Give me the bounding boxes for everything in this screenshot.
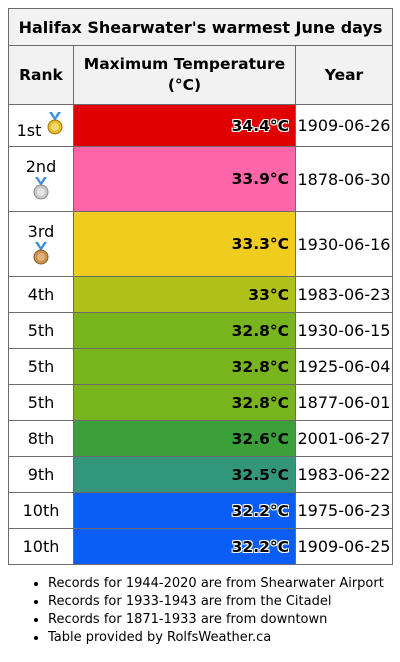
table-row: 9th 32.5°C 1983-06-22	[8, 456, 393, 493]
date-cell: 1983-06-22	[295, 456, 393, 493]
temperature-value: 32.2°C	[231, 501, 289, 520]
temperature-value: 32.2°C	[231, 537, 289, 556]
rank-cell: 9th	[8, 456, 74, 493]
gold-medal-icon	[45, 111, 65, 136]
rank-cell: 8th	[8, 420, 74, 457]
rank-cell: 10th	[8, 492, 74, 529]
year-header: Year	[295, 45, 393, 105]
date-cell: 1975-06-23	[295, 492, 393, 529]
rank-cell: 2nd	[8, 146, 74, 212]
temperature-value: 34.4°C	[231, 116, 289, 135]
table-row: 10th 32.2°C 1975-06-23	[8, 492, 393, 529]
table-row: 4th 33°C 1983-06-23	[8, 276, 393, 313]
temperature-cell: 33.3°C	[73, 211, 296, 277]
date-cell: 1930-06-16	[295, 211, 393, 277]
table-row: 10th 32.2°C 1909-06-25	[8, 528, 393, 565]
rank-header: Rank	[8, 45, 74, 105]
temperature-value: 33°C	[248, 285, 289, 304]
temperature-value: 32.8°C	[231, 321, 289, 340]
date-cell: 1909-06-26	[295, 104, 393, 147]
temperature-header-label: Maximum Temperature	[83, 55, 286, 73]
note-credit: Table provided by RolfsWeather.ca	[48, 629, 384, 647]
temperature-cell: 33°C	[73, 276, 296, 313]
table-row: 1st 34.4°C 1909-06-26	[8, 104, 393, 147]
rank-label: 2nd	[25, 157, 57, 176]
temperature-value: 32.5°C	[231, 465, 289, 484]
records-table: Halifax Shearwater's warmest June days R…	[8, 8, 393, 565]
rank-cell: 4th	[8, 276, 74, 313]
temperature-cell: 32.2°C	[73, 528, 296, 565]
rank-cell: 5th	[8, 312, 74, 349]
rank-label: 1st	[16, 120, 42, 140]
date-cell: 1878-06-30	[295, 146, 393, 212]
temperature-cell: 32.2°C	[73, 492, 296, 529]
temperature-cell: 32.8°C	[73, 348, 296, 385]
temperature-value: 33.3°C	[231, 235, 289, 253]
date-cell: 1930-06-15	[295, 312, 393, 349]
temperature-cell: 32.5°C	[73, 456, 296, 493]
notes-list: Records for 1944-2020 are from Shearwate…	[0, 575, 384, 647]
table-row: 5th 32.8°C 1925-06-04	[8, 348, 393, 385]
rank-cell: 10th	[8, 528, 74, 565]
rank-label: 3rd	[27, 222, 55, 241]
rank-cell: 5th	[8, 384, 74, 421]
table-title: Halifax Shearwater's warmest June days	[8, 8, 393, 46]
date-cell: 2001-06-27	[295, 420, 393, 457]
note-shearwater-airport: Records for 1944-2020 are from Shearwate…	[48, 575, 384, 593]
date-cell: 1983-06-23	[295, 276, 393, 313]
date-cell: 1877-06-01	[295, 384, 393, 421]
table-row: 5th 32.8°C 1877-06-01	[8, 384, 393, 421]
date-cell: 1925-06-04	[295, 348, 393, 385]
temperature-header: Maximum Temperature (°C)	[73, 45, 296, 105]
temperature-cell: 32.6°C	[73, 420, 296, 457]
rank-cell: 3rd	[8, 211, 74, 277]
temperature-value: 32.8°C	[231, 393, 289, 412]
table-row: 8th 32.6°C 2001-06-27	[8, 420, 393, 457]
temperature-value: 33.9°C	[231, 170, 289, 188]
table-row: 3rd 33.3°C 1930-06-16	[8, 211, 393, 277]
rank-cell: 5th	[8, 348, 74, 385]
temperature-value: 32.8°C	[231, 357, 289, 376]
temperature-cell: 33.9°C	[73, 146, 296, 212]
temperature-value: 32.6°C	[231, 429, 289, 448]
date-cell: 1909-06-25	[295, 528, 393, 565]
temperature-cell: 32.8°C	[73, 312, 296, 349]
table-row: 2nd 33.9°C 1878-06-30	[8, 146, 393, 212]
rank-cell: 1st	[8, 104, 74, 147]
bronze-medal-icon	[31, 242, 51, 266]
temperature-cell: 34.4°C	[73, 104, 296, 147]
temperature-cell: 32.8°C	[73, 384, 296, 421]
note-citadel: Records for 1933-1943 are from the Citad…	[48, 593, 384, 611]
silver-medal-icon	[31, 177, 51, 201]
note-downtown: Records for 1871-1933 are from downtown	[48, 611, 384, 629]
temperature-header-unit: (°C)	[167, 76, 202, 94]
table-row: 5th 32.8°C 1930-06-15	[8, 312, 393, 349]
